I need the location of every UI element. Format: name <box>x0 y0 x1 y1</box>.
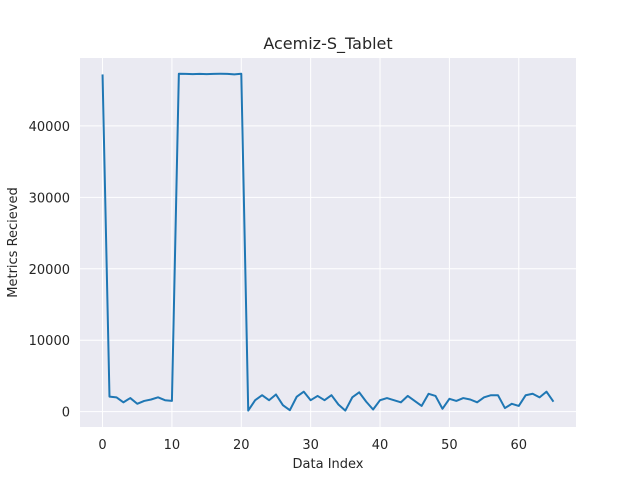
chart-title: Acemiz-S_Tablet <box>263 34 392 54</box>
x-tick-label: 30 <box>302 438 319 453</box>
y-tick-label: 30000 <box>29 191 70 206</box>
plot-area <box>80 58 576 427</box>
x-axis-label: Data Index <box>293 457 364 472</box>
y-tick-label: 40000 <box>29 120 70 135</box>
y-tick-label: 0 <box>62 406 70 421</box>
x-tick-label: 50 <box>441 438 458 453</box>
y-tick-label: 20000 <box>29 263 70 278</box>
x-tick-label: 0 <box>98 438 106 453</box>
y-tick-labels: 0 10000 20000 30000 40000 <box>29 120 70 421</box>
y-axis-label: Metrics Recieved <box>6 187 21 297</box>
x-tick-label: 40 <box>372 438 389 453</box>
series-group <box>101 72 555 412</box>
x-tick-label: 20 <box>233 438 250 453</box>
y-tick-label: 10000 <box>29 334 70 349</box>
x-tick-label: 60 <box>510 438 527 453</box>
x-tick-labels: 0 10 20 30 40 50 60 <box>98 438 527 453</box>
x-tick-label: 10 <box>164 438 181 453</box>
series-line <box>101 72 555 412</box>
